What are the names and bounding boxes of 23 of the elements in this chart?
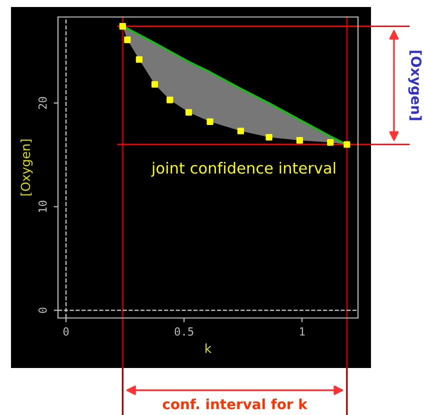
x-tick-label: 1 xyxy=(300,327,305,336)
point xyxy=(166,96,174,104)
text: conf. interval for k xyxy=(162,398,308,410)
y-tick-label: 0 xyxy=(38,308,47,313)
x-axis-title: k xyxy=(206,343,212,353)
x-tick-label: 0 xyxy=(63,327,69,336)
point xyxy=(151,81,158,88)
point xyxy=(206,118,214,125)
annotation: joint confidence interval xyxy=(151,162,336,177)
point xyxy=(124,36,131,44)
point xyxy=(136,56,142,63)
point xyxy=(185,109,192,116)
point xyxy=(119,23,126,30)
y-axis-title: [Oxygen] xyxy=(20,140,33,196)
point xyxy=(327,139,334,146)
point xyxy=(344,141,350,148)
y-tick-label: 20 xyxy=(38,97,47,109)
x-tick-label: 0.5 xyxy=(174,327,194,336)
text: [Oxygen] xyxy=(408,50,422,120)
y-tick-label: 10 xyxy=(38,200,47,212)
point xyxy=(296,137,303,144)
point xyxy=(266,134,272,141)
point xyxy=(237,128,244,134)
